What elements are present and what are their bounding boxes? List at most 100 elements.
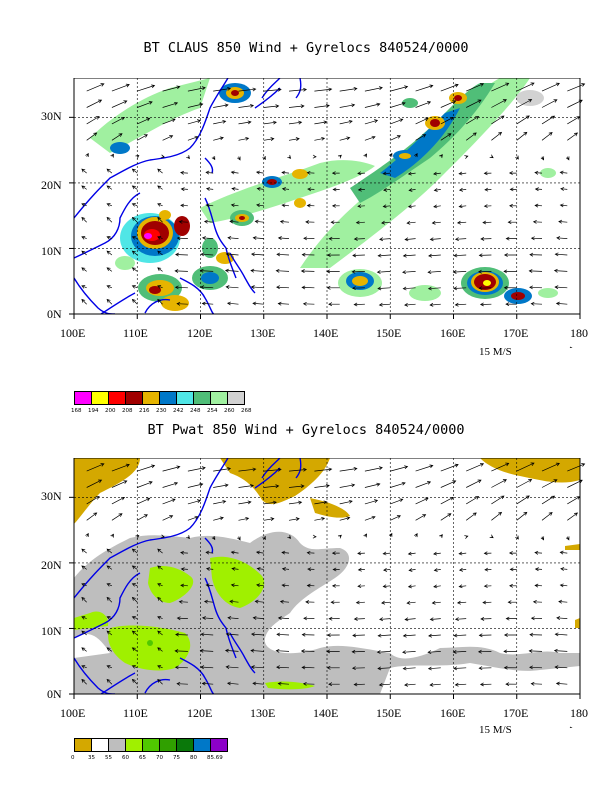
wind-vector-arrow [174, 269, 188, 273]
grid-lines [69, 458, 581, 699]
wind-vector-arrow [402, 666, 416, 671]
wind-vector-arrow [429, 237, 441, 242]
lon-tick-120e: 120E [187, 326, 213, 340]
colorbar-label: 260 [224, 408, 235, 414]
wind-vector-arrow [187, 515, 199, 521]
wind-vector-arrow [352, 633, 365, 638]
wind-vector-arrow [81, 647, 87, 652]
wind-vector-arrow [458, 204, 467, 209]
wind-vector-arrow [364, 135, 376, 141]
wind-vector-arrow [178, 599, 188, 604]
colorbar-label: 248 [190, 408, 201, 414]
wind-vector-arrow [314, 500, 328, 505]
wind-vector-arrow [229, 599, 239, 604]
wind-vector-arrow [111, 496, 126, 505]
wind-vector-arrow [355, 220, 365, 225]
wind-vector-arrow [238, 516, 250, 521]
wind-vector-arrow [534, 170, 543, 175]
wind-vector-arrow [489, 154, 494, 159]
wind-vector-arrow [160, 154, 165, 159]
colorbar-swatch [142, 391, 160, 405]
wind-vector-arrow [174, 649, 188, 653]
wind-vector-arrow [554, 252, 568, 257]
colorbar-label: 55 [105, 755, 112, 761]
wind-vector-arrow [428, 633, 441, 638]
wind-vector-arrow [250, 648, 264, 653]
wind-vector-arrow [106, 185, 113, 190]
wind-vector-arrow [157, 678, 163, 685]
wind-vector-arrow [529, 252, 543, 257]
wind-vector-arrow [314, 467, 333, 472]
wind-vector-arrow [503, 285, 517, 290]
wind-vector-arrow [306, 583, 315, 588]
colorbar-swatch [227, 391, 245, 405]
lon-tick-170e: 170E [503, 706, 529, 720]
colorbar-swatch [108, 738, 126, 752]
wind-vector-arrow [162, 515, 174, 521]
wind-vector-arrow [288, 500, 303, 505]
colorbar-swatch [176, 391, 194, 405]
wind-vector-arrow [331, 171, 340, 176]
wind-vector-arrow [287, 154, 292, 159]
wind-vector-arrow [328, 302, 340, 307]
wind-vector-arrow [81, 250, 87, 256]
wind-vector-arrow [509, 187, 517, 192]
wind-vector-arrow [137, 497, 151, 505]
wind-vector-arrow [157, 583, 163, 587]
wind-vector-arrow [300, 649, 315, 654]
wind-vector-arrow [110, 533, 114, 538]
wind-vector-arrow [456, 600, 467, 605]
lat-tick-20n: 20N [41, 558, 62, 572]
wind-vector-arrow [85, 532, 89, 537]
wind-vector-arrow [301, 252, 315, 257]
wind-vector-arrow [363, 153, 367, 158]
colorbar-swatch [74, 738, 92, 752]
wind-vector-arrow [508, 551, 517, 555]
wind-vector-arrow [106, 298, 113, 305]
wind-vector-arrow [433, 551, 441, 556]
colorbar-label: 65 [139, 755, 146, 761]
wind-vector-arrow [326, 649, 340, 654]
wind-vector-arrow [383, 188, 391, 192]
wind-vector-arrow [390, 515, 401, 521]
wind-vector-arrow [465, 132, 477, 141]
wind-vector-arrow [534, 550, 543, 555]
wind-vector-arrow [331, 583, 340, 588]
wind-vector-arrow [111, 513, 123, 521]
wind-vector-arrow [86, 479, 103, 488]
map-frame [73, 78, 581, 315]
wind-vector-arrow [516, 99, 533, 108]
wind-vector-arrow [328, 682, 340, 687]
wind-vector-arrow [213, 499, 227, 505]
wind-vector-arrow [254, 219, 264, 224]
wind-vector-arrow [312, 534, 317, 539]
wind-vector-arrow [81, 267, 87, 272]
wind-vector-arrow [162, 465, 181, 472]
wind-vector-arrow [534, 187, 543, 192]
wind-vector-arrow [464, 535, 469, 539]
lat-tick-20n: 20N [41, 178, 62, 192]
wind-vector-arrow [406, 600, 416, 605]
wind-vector-arrow [377, 286, 391, 291]
wind-vector-arrow [415, 84, 434, 92]
wind-vector-arrow [483, 204, 492, 208]
wind-vector-arrow [180, 187, 188, 192]
wind-vector-arrow [187, 482, 204, 488]
wind-vector-arrow [131, 678, 138, 685]
wind-vector-arrow [427, 666, 441, 671]
wind-vector-arrow [213, 516, 224, 521]
wind-vector-arrow [528, 649, 543, 653]
claus-colorbar [74, 391, 245, 405]
colorbar-swatch [74, 391, 92, 405]
wind-vector-arrow [131, 630, 138, 636]
panel2-title: BT Pwat 850 Wind + Gyrelocs 840524/0000 [147, 422, 465, 438]
wind-vector-arrow [541, 479, 558, 488]
lon-tick-140e: 140E [313, 326, 339, 340]
wind-vector-arrow [135, 155, 140, 159]
wind-vector-arrow [157, 250, 163, 256]
wind-vector-arrow [252, 681, 264, 686]
wind-vector-arrow [157, 596, 163, 603]
wind-vector-arrow [415, 134, 427, 141]
lat-tick-10n: 10N [41, 624, 62, 638]
wind-vector-arrow [530, 681, 543, 686]
